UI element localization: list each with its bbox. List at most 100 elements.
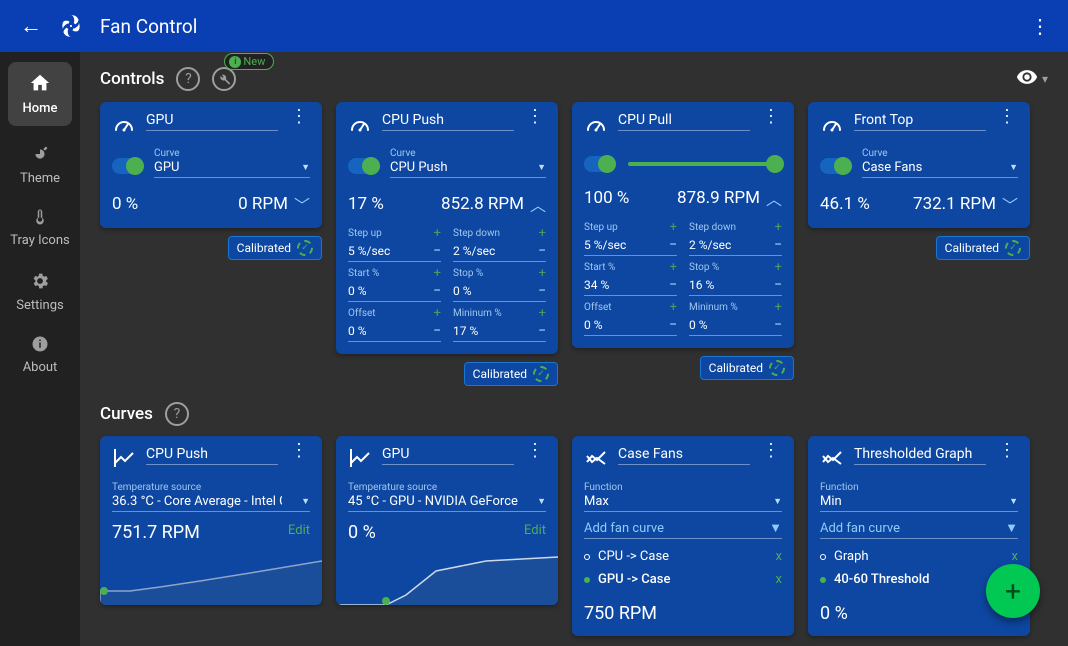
card-menu-icon[interactable]: ⋮ bbox=[996, 446, 1018, 457]
plus-icon[interactable]: + bbox=[539, 306, 546, 321]
add-fab[interactable]: + bbox=[986, 564, 1040, 618]
minus-icon[interactable]: − bbox=[669, 237, 677, 253]
curve-name[interactable]: CPU Push bbox=[146, 446, 278, 465]
sidebar-item-home[interactable]: Home bbox=[8, 62, 72, 126]
sidebar-item-settings[interactable]: Settings bbox=[0, 261, 80, 323]
control-card: CPU Pull ⋮ 100 % 878.9 RPM ︿ Step up+ 5 … bbox=[572, 102, 794, 348]
plus-icon[interactable]: + bbox=[670, 300, 677, 315]
plus-icon[interactable]: + bbox=[434, 226, 441, 241]
control-name[interactable]: CPU Pull bbox=[618, 112, 750, 131]
function-select[interactable]: Min▼ bbox=[820, 494, 1018, 512]
plus-icon[interactable]: + bbox=[434, 266, 441, 281]
temp-source-select[interactable]: 45 °C - GPU - NVIDIA GeForce GT▼ bbox=[348, 494, 546, 512]
remove-icon[interactable]: x bbox=[776, 549, 782, 564]
sidebar-item-tray[interactable]: Tray Icons bbox=[0, 198, 80, 259]
curve-card: CPU Push ⋮ Temperature source 36.3 °C - … bbox=[100, 436, 322, 605]
enable-toggle[interactable] bbox=[584, 156, 616, 172]
control-name[interactable]: GPU bbox=[146, 112, 278, 131]
enable-toggle[interactable] bbox=[112, 158, 144, 174]
plus-icon[interactable]: + bbox=[775, 260, 782, 275]
wrench-icon[interactable] bbox=[212, 67, 236, 91]
curve-name[interactable]: GPU bbox=[382, 446, 514, 465]
back-icon[interactable]: ← bbox=[20, 13, 42, 39]
detail-value[interactable]: 0 % bbox=[689, 318, 708, 332]
minus-icon[interactable]: − bbox=[538, 323, 546, 339]
detail-value[interactable]: 2 %/sec bbox=[689, 238, 731, 252]
temp-source-select[interactable]: 36.3 °C - Core Average - Intel Core▼ bbox=[112, 494, 310, 512]
expand-chevron-icon[interactable]: ﹀ bbox=[294, 192, 310, 216]
detail-value[interactable]: 5 %/sec bbox=[584, 238, 626, 252]
detail-value[interactable]: 34 % bbox=[584, 278, 609, 292]
plus-icon[interactable]: + bbox=[434, 306, 441, 321]
expand-chevron-icon[interactable]: ﹀ bbox=[1002, 192, 1018, 216]
card-menu-icon[interactable]: ⋮ bbox=[996, 112, 1018, 123]
function-select[interactable]: Max▼ bbox=[584, 494, 782, 512]
card-menu-icon[interactable]: ⋮ bbox=[524, 446, 546, 457]
curve-label: Curve bbox=[154, 148, 310, 159]
curve-label: Curve bbox=[862, 148, 1018, 159]
detail-value[interactable]: 0 % bbox=[348, 324, 367, 338]
detail-value[interactable]: 0 % bbox=[584, 318, 603, 332]
rpm-value: 852.8 RPM bbox=[441, 194, 524, 214]
sidebar-item-about[interactable]: About bbox=[0, 325, 80, 385]
detail-value[interactable]: 17 % bbox=[453, 324, 478, 338]
help-icon[interactable]: ? bbox=[176, 67, 200, 91]
header-menu-icon[interactable]: ⋮ bbox=[1024, 16, 1056, 36]
main-content: Controls ? iNew ▾ GPU ⋮ bbox=[80, 52, 1068, 646]
list-item-label: 40-60 Threshold bbox=[834, 572, 929, 587]
expand-chevron-icon[interactable]: ︿ bbox=[766, 186, 782, 210]
minus-icon[interactable]: − bbox=[538, 243, 546, 259]
remove-icon[interactable]: x bbox=[776, 572, 782, 587]
edit-link[interactable]: Edit bbox=[288, 523, 310, 538]
curve-name[interactable]: Case Fans bbox=[618, 446, 750, 465]
minus-icon[interactable]: − bbox=[433, 243, 441, 259]
detail-value[interactable]: 0 % bbox=[453, 284, 472, 298]
bullet-icon bbox=[584, 577, 590, 583]
plus-icon[interactable]: + bbox=[670, 260, 677, 275]
curve-select[interactable]: CPU Push▼ bbox=[390, 160, 546, 178]
minus-icon[interactable]: − bbox=[669, 317, 677, 333]
detail-value[interactable]: 16 % bbox=[689, 278, 714, 292]
curve-select[interactable]: GPU▼ bbox=[154, 160, 310, 178]
minus-icon[interactable]: − bbox=[433, 283, 441, 299]
plus-icon[interactable]: + bbox=[670, 220, 677, 235]
control-name[interactable]: CPU Push bbox=[382, 112, 514, 131]
home-icon bbox=[8, 72, 72, 97]
detail-value[interactable]: 0 % bbox=[348, 284, 367, 298]
speed-slider[interactable] bbox=[628, 162, 782, 166]
remove-icon[interactable]: x bbox=[1012, 549, 1018, 564]
help-icon[interactable]: ? bbox=[165, 402, 189, 426]
expand-chevron-icon[interactable]: ︿ bbox=[530, 192, 546, 216]
minus-icon[interactable]: − bbox=[774, 277, 782, 293]
plus-icon[interactable]: + bbox=[539, 226, 546, 241]
minus-icon[interactable]: − bbox=[669, 277, 677, 293]
detail-value[interactable]: 5 %/sec bbox=[348, 244, 390, 258]
percent-value: 0 % bbox=[112, 194, 138, 214]
minus-icon[interactable]: − bbox=[433, 323, 441, 339]
visibility-icon[interactable] bbox=[1016, 66, 1038, 92]
chevron-down-icon[interactable]: ▾ bbox=[1042, 72, 1048, 86]
control-name[interactable]: Front Top bbox=[854, 112, 986, 131]
minus-icon[interactable]: − bbox=[538, 283, 546, 299]
detail-value[interactable]: 2 %/sec bbox=[453, 244, 495, 258]
enable-toggle[interactable] bbox=[348, 158, 380, 174]
plus-icon[interactable]: + bbox=[775, 300, 782, 315]
curve-select[interactable]: Case Fans▼ bbox=[862, 160, 1018, 178]
card-menu-icon[interactable]: ⋮ bbox=[524, 112, 546, 123]
card-menu-icon[interactable]: ⋮ bbox=[288, 446, 310, 457]
add-curve-select[interactable]: Add fan curve▼ bbox=[584, 518, 782, 539]
card-menu-icon[interactable]: ⋮ bbox=[288, 112, 310, 123]
curve-name[interactable]: Thresholded Graph bbox=[854, 446, 986, 465]
plus-icon[interactable]: + bbox=[539, 266, 546, 281]
rpm-value: 732.1 RPM bbox=[913, 194, 996, 214]
enable-toggle[interactable] bbox=[820, 158, 852, 174]
gauge-icon bbox=[112, 114, 136, 142]
sidebar-item-theme[interactable]: Theme bbox=[0, 134, 80, 196]
plus-icon[interactable]: + bbox=[775, 220, 782, 235]
card-menu-icon[interactable]: ⋮ bbox=[760, 112, 782, 123]
minus-icon[interactable]: − bbox=[774, 237, 782, 253]
edit-link[interactable]: Edit bbox=[524, 523, 546, 538]
card-menu-icon[interactable]: ⋮ bbox=[760, 446, 782, 457]
add-curve-select[interactable]: Add fan curve▼ bbox=[820, 518, 1018, 539]
minus-icon[interactable]: − bbox=[774, 317, 782, 333]
